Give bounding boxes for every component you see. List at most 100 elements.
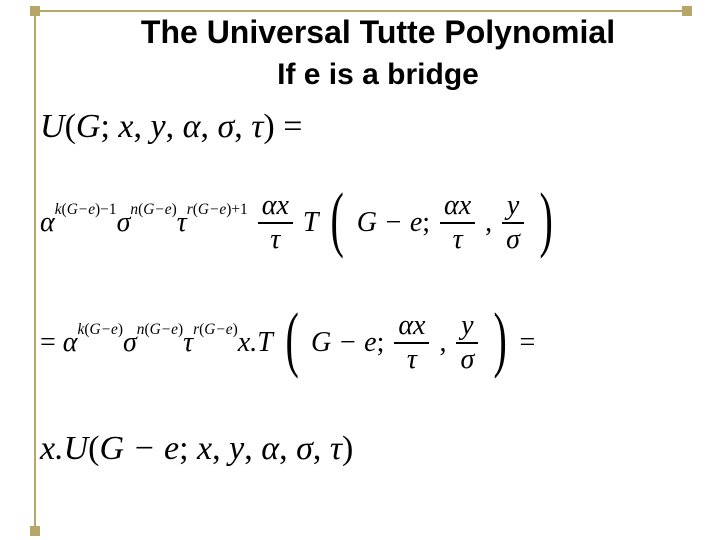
- sym-alpha: α: [261, 430, 279, 467]
- space: [243, 108, 252, 145]
- exp-plus1: +1: [231, 201, 247, 218]
- sym-sigma: σ: [117, 207, 131, 238]
- frac-den: σ: [456, 342, 478, 376]
- frac-num: y: [456, 310, 478, 342]
- arg-gme: G − e: [357, 207, 423, 239]
- rparen: ): [263, 108, 274, 145]
- sym-tau: τ: [183, 327, 193, 358]
- comma: ,: [439, 327, 446, 359]
- big-rparen: ): [494, 314, 507, 365]
- exp-gme: G−e: [67, 201, 95, 218]
- sym-x-dot: x.: [238, 327, 257, 358]
- slide-title: The Universal Tutte Polynomial: [58, 14, 698, 51]
- space: [174, 108, 183, 145]
- frac-num: αx: [394, 310, 429, 342]
- corner-top-left: [30, 6, 40, 16]
- exponent-2: n(G−e): [130, 201, 176, 218]
- sym-xU: x.U: [40, 430, 88, 467]
- fraction-ax-tau: αx τ: [394, 310, 429, 376]
- sym-tau: τ: [251, 108, 263, 145]
- comma: ,: [279, 430, 288, 467]
- space: [142, 108, 151, 145]
- exp-rp: ): [178, 321, 183, 338]
- sym-sigma: σ: [123, 327, 137, 358]
- exponent-1: k(G−e)−1: [55, 201, 117, 218]
- lparen: (: [88, 430, 99, 467]
- space: [221, 430, 230, 467]
- sym-sigma: σ: [217, 108, 234, 145]
- space: [288, 430, 297, 467]
- frac-den: τ: [440, 222, 475, 256]
- exponent-3: r(G−e): [193, 321, 238, 338]
- exp-gme: G−e: [150, 321, 178, 338]
- sym-T: T: [257, 327, 273, 358]
- sym-y: y: [229, 430, 244, 467]
- comma: ,: [234, 108, 243, 145]
- frac-den: τ: [258, 222, 293, 256]
- comma: ,: [166, 108, 175, 145]
- sym-tau: τ: [177, 207, 187, 238]
- fraction-ax-tau-2: αx τ: [440, 190, 475, 256]
- comma: ,: [200, 108, 209, 145]
- sym-sigma: σ: [296, 430, 313, 467]
- equation-line-1: U(G; x, y, α, σ, τ) =: [40, 108, 302, 146]
- arg-gme: G − e: [311, 327, 377, 359]
- big-rparen: ): [539, 194, 552, 245]
- sym-x: x: [197, 430, 212, 467]
- exponent-1: k(G−e): [78, 321, 123, 338]
- sym-tau: τ: [330, 430, 342, 467]
- exp-gme: G−e: [143, 201, 171, 218]
- sym-U: U: [40, 108, 65, 145]
- equation-line-2: αk(G−e)−1σn(G−e)τr(G−e)+1 αx τ T ( G − e…: [40, 190, 558, 256]
- semicolon: ;: [422, 207, 430, 239]
- comma: ,: [485, 207, 492, 239]
- sym-alpha: α: [63, 327, 78, 358]
- exp-minus1: −1: [100, 201, 116, 218]
- exponent-3: r(G−e)+1: [187, 201, 248, 218]
- space: [321, 430, 330, 467]
- semicolon: ;: [179, 430, 188, 467]
- exp-n: n: [130, 201, 138, 218]
- sym-alpha: α: [183, 108, 201, 145]
- sym-y: y: [151, 108, 166, 145]
- lparen: (: [65, 108, 76, 145]
- equation-line-3: = αk(G−e)σn(G−e)τr(G−e)x.T ( G − e; αx τ…: [40, 310, 535, 376]
- slide-subtitle: If e is a bridge: [58, 58, 698, 92]
- corner-bottom-left: [30, 526, 40, 536]
- sym-T: T: [303, 207, 319, 239]
- comma: ,: [212, 430, 221, 467]
- equals: =: [40, 327, 56, 359]
- comma: ,: [134, 108, 143, 145]
- equals: =: [275, 108, 303, 145]
- fraction-y-sigma: y σ: [456, 310, 478, 376]
- sym-x: x: [118, 108, 133, 145]
- frac-num: αx: [440, 190, 475, 222]
- exp-gme: G−e: [198, 201, 226, 218]
- frac-num: αx: [258, 190, 293, 222]
- fraction-y-sigma: y σ: [502, 190, 524, 256]
- exp-gme: G−e: [89, 321, 117, 338]
- space: [189, 430, 198, 467]
- exp-rp: ): [118, 321, 123, 338]
- exp-rp: ): [233, 321, 238, 338]
- semicolon: ;: [377, 327, 385, 359]
- big-lparen: (: [331, 194, 344, 245]
- big-lparen: (: [285, 314, 298, 365]
- exp-k: k: [55, 201, 62, 218]
- exponent-2: n(G−e): [137, 321, 183, 338]
- rparen: ): [342, 430, 353, 467]
- space: [253, 430, 262, 467]
- equation-line-4: x.U(G − e; x, y, α, σ, τ): [40, 430, 353, 468]
- fraction-ax-tau: αx τ: [258, 190, 293, 256]
- comma: ,: [244, 430, 253, 467]
- sym-Gme: G − e: [99, 430, 179, 467]
- sym-G: G: [76, 108, 101, 145]
- sym-alpha: α: [40, 207, 55, 238]
- frac-den: τ: [394, 342, 429, 376]
- exp-rp: ): [172, 201, 177, 218]
- frac-num: y: [502, 190, 524, 222]
- frac-den: σ: [502, 222, 524, 256]
- exp-gme: G−e: [204, 321, 232, 338]
- equals-2: =: [520, 327, 536, 359]
- semicolon: ;: [100, 108, 109, 145]
